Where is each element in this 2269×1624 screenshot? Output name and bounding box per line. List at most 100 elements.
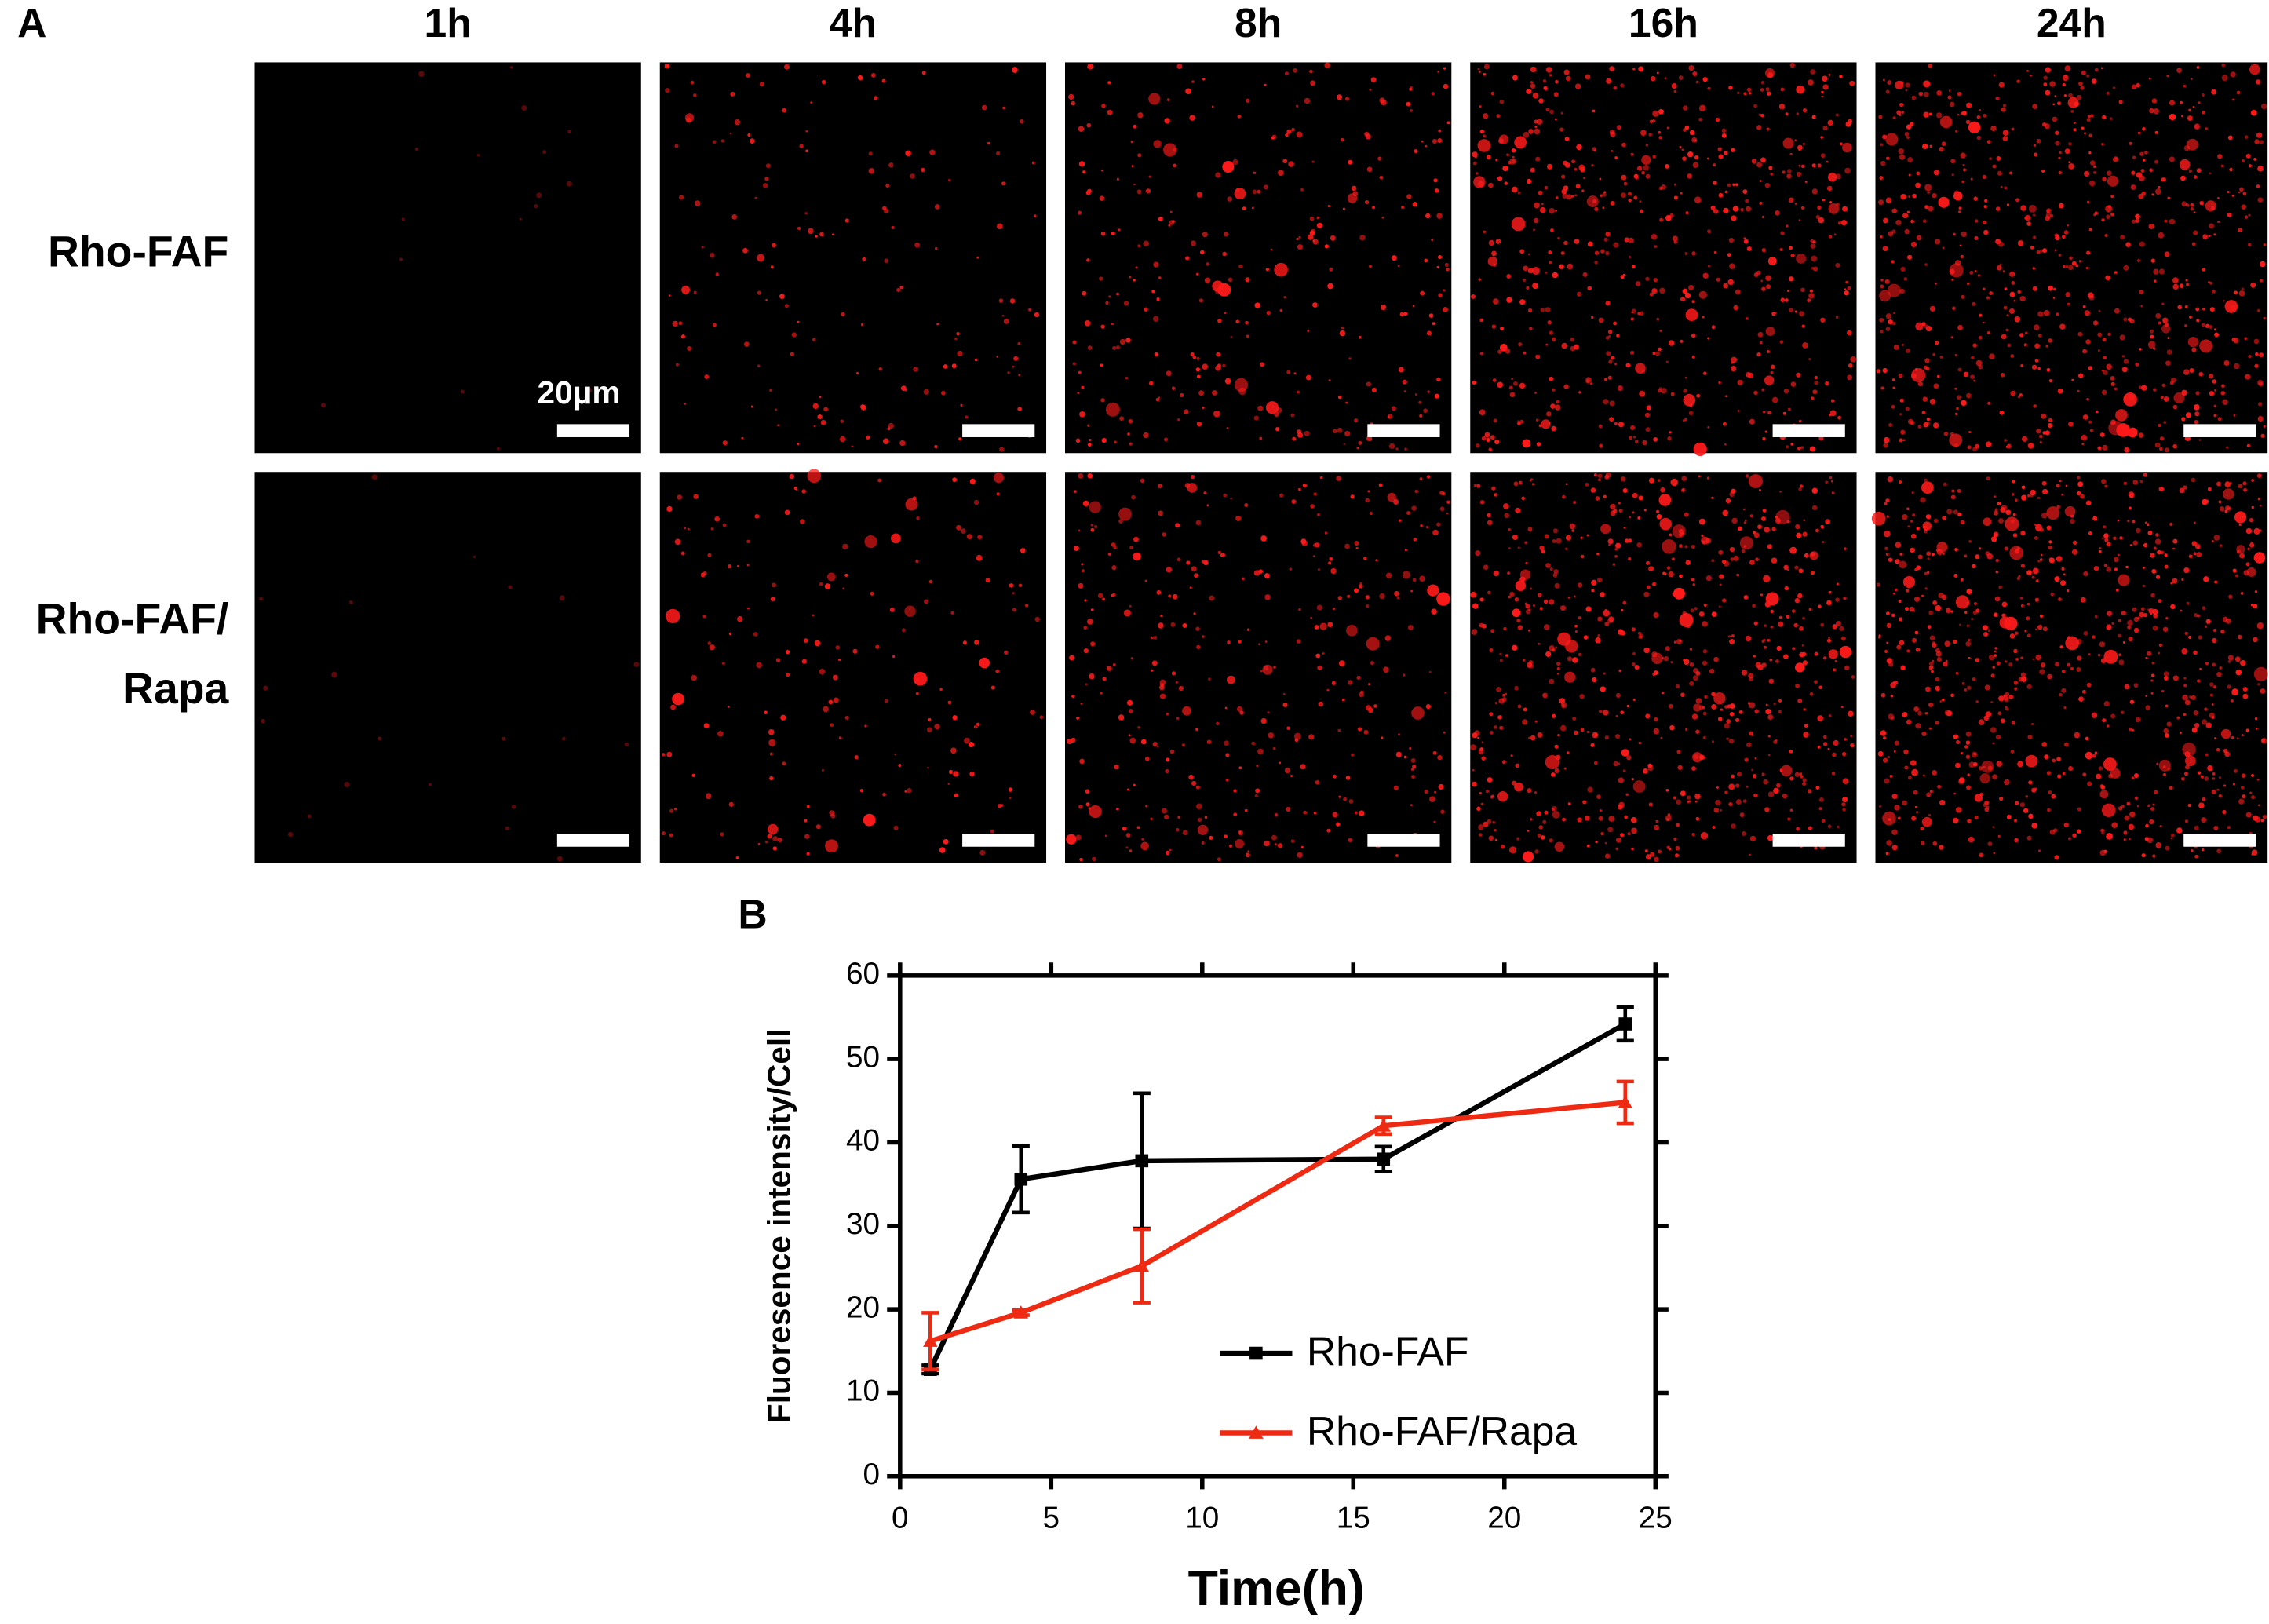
fluorescence-spot bbox=[1935, 648, 1940, 653]
fluorescence-spot bbox=[1302, 483, 1308, 488]
fluorescence-spot bbox=[2259, 504, 2262, 507]
fluorescence-spot bbox=[1942, 698, 1945, 702]
fluorescence-spot bbox=[1797, 144, 1803, 151]
fluorescence-spot bbox=[664, 63, 670, 69]
fluorescence-spot bbox=[1880, 730, 1887, 736]
fluorescence-spot bbox=[1760, 279, 1764, 283]
fluorescence-spot bbox=[1782, 411, 1786, 415]
fluorescence-spot bbox=[2086, 250, 2091, 255]
fluorescence-spot bbox=[1472, 781, 1477, 787]
fluorescence-spot bbox=[2221, 75, 2228, 82]
fluorescence-spot bbox=[1594, 250, 1600, 255]
fluorescence-spot bbox=[1490, 91, 1495, 96]
fluorescence-spot bbox=[2123, 317, 2128, 322]
fluorescence-spot bbox=[1527, 268, 1534, 274]
fluorescence-spot bbox=[1001, 181, 1006, 186]
fluorescence-spot bbox=[1227, 640, 1231, 644]
fluorescence-spot bbox=[1676, 638, 1683, 645]
fluorescence-spot bbox=[1761, 286, 1766, 291]
fluorescence-spot bbox=[1535, 156, 1541, 162]
column-header: 24h bbox=[2037, 0, 2107, 46]
fluorescence-spot bbox=[1523, 351, 1527, 355]
fluorescence-spot bbox=[1731, 774, 1735, 779]
fluorescence-spot bbox=[2062, 772, 2066, 776]
fluorescence-spot bbox=[1890, 694, 1894, 698]
fluorescence-spot bbox=[1827, 119, 1833, 126]
fluorescence-spot bbox=[1363, 557, 1367, 560]
fluorescence-spot bbox=[2035, 654, 2041, 661]
fluorescence-spot bbox=[1513, 481, 1519, 487]
fluorescence-spot bbox=[1442, 491, 1446, 496]
fluorescence-spot bbox=[1233, 789, 1237, 793]
fluorescence-spot bbox=[1581, 189, 1585, 192]
fluorescence-spot bbox=[1175, 681, 1179, 684]
fluorescence-spot bbox=[2164, 732, 2169, 738]
fluorescence-spot bbox=[1937, 784, 1942, 789]
fluorescence-spot bbox=[1632, 662, 1636, 666]
fluorescence-spot bbox=[2196, 679, 2201, 683]
fluorescence-spot bbox=[2229, 482, 2232, 485]
fluorescence-spot bbox=[2077, 655, 2082, 661]
fluorescence-spot bbox=[1446, 267, 1450, 272]
fluorescence-spot bbox=[1692, 162, 1699, 168]
fluorescence-spot bbox=[1600, 592, 1605, 597]
fluorescence-spot bbox=[1512, 535, 1518, 541]
fluorescence-spot bbox=[2046, 506, 2060, 520]
fluorescence-spot bbox=[1346, 625, 1358, 637]
fluorescence-spot bbox=[1347, 680, 1353, 685]
fluorescence-spot bbox=[1807, 298, 1811, 302]
fluorescence-spot bbox=[1631, 847, 1634, 851]
fluorescence-spot bbox=[2157, 185, 2161, 189]
fluorescence-spot bbox=[1899, 413, 1902, 415]
fluorescence-spot bbox=[2026, 835, 2032, 841]
fluorescence-spot bbox=[1232, 159, 1238, 166]
y-tick-label: 60 bbox=[846, 957, 880, 991]
fluorescence-spot bbox=[1994, 508, 1998, 512]
fluorescence-spot bbox=[1079, 758, 1085, 765]
scale-bar bbox=[1367, 424, 1440, 437]
fluorescence-spot bbox=[1811, 188, 1818, 195]
fluorescence-spot bbox=[2037, 849, 2041, 852]
fluorescence-spot bbox=[1994, 654, 1997, 657]
fluorescence-spot bbox=[1971, 617, 1974, 621]
fluorescence-spot bbox=[1527, 308, 1533, 313]
fluorescence-spot bbox=[1355, 547, 1359, 550]
fluorescence-spot bbox=[1523, 851, 1534, 863]
fluorescence-spot bbox=[1796, 85, 1805, 94]
fluorescence-spot bbox=[2240, 659, 2246, 666]
fluorescence-spot bbox=[2179, 100, 2183, 104]
fluorescence-spot bbox=[2187, 336, 2199, 348]
fluorescence-spot bbox=[1442, 289, 1446, 292]
fluorescence-spot bbox=[1958, 210, 1961, 213]
fluorescence-spot bbox=[915, 559, 919, 564]
fluorescence-spot bbox=[1724, 723, 1730, 729]
fluorescence-spot bbox=[2004, 439, 2007, 442]
fluorescence-spot bbox=[1576, 291, 1582, 297]
fluorescence-spot bbox=[1013, 356, 1019, 361]
fluorescence-spot bbox=[2114, 271, 2118, 274]
fluorescence-spot bbox=[1711, 692, 1716, 697]
fluorescence-spot bbox=[1593, 761, 1598, 765]
panel-label: A bbox=[17, 0, 46, 46]
fluorescence-spot bbox=[1779, 340, 1784, 344]
fluorescence-spot bbox=[2052, 758, 2056, 763]
fluorescence-spot bbox=[1902, 344, 1904, 346]
fluorescence-spot bbox=[1472, 732, 1478, 739]
fluorescence-spot bbox=[1811, 487, 1818, 494]
fluorescence-spot bbox=[1542, 79, 1547, 83]
fluorescence-spot bbox=[1828, 235, 1833, 239]
fluorescence-spot bbox=[1765, 709, 1771, 715]
fluorescence-spot bbox=[1904, 607, 1910, 611]
fluorescence-spot bbox=[1235, 515, 1242, 522]
fluorescence-spot bbox=[1519, 249, 1525, 254]
fluorescence-spot bbox=[1735, 799, 1742, 805]
fluorescence-spot bbox=[1484, 432, 1490, 438]
fluorescence-spot bbox=[1328, 379, 1331, 382]
fluorescence-spot bbox=[754, 513, 760, 519]
fluorescence-spot bbox=[1731, 361, 1734, 364]
fluorescence-spot bbox=[1145, 805, 1148, 808]
fluorescence-spot bbox=[1761, 662, 1767, 668]
fluorescence-spot bbox=[731, 213, 738, 220]
fluorescence-spot bbox=[857, 75, 863, 81]
fluorescence-spot bbox=[1820, 317, 1826, 323]
